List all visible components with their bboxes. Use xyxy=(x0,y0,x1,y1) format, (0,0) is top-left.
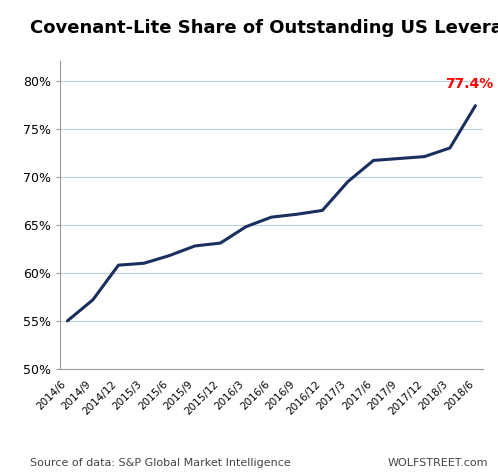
Text: Source of data: S&P Global Market Intelligence: Source of data: S&P Global Market Intell… xyxy=(30,458,291,468)
Text: WOLFSTREET.com: WOLFSTREET.com xyxy=(387,458,488,468)
Text: 77.4%: 77.4% xyxy=(445,78,493,91)
Text: Covenant-Lite Share of Outstanding US Leveraged Loans: Covenant-Lite Share of Outstanding US Le… xyxy=(30,19,498,37)
